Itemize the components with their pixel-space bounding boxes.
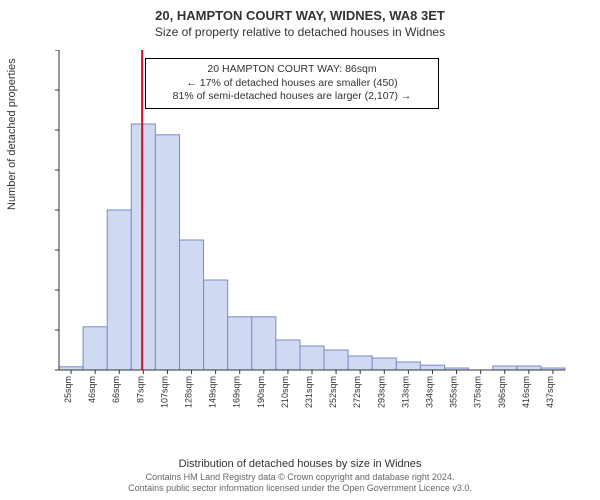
svg-text:334sqm: 334sqm [424,376,434,408]
footer-line1: Contains HM Land Registry data © Crown c… [0,472,600,483]
svg-text:293sqm: 293sqm [376,376,386,408]
svg-text:107sqm: 107sqm [159,376,169,408]
footer: Contains HM Land Registry data © Crown c… [0,472,600,495]
svg-text:416sqm: 416sqm [521,376,531,408]
svg-text:46sqm: 46sqm [87,376,97,403]
annotation-line1: 20 HAMPTON COURT WAY: 86sqm [152,63,432,77]
svg-text:169sqm: 169sqm [232,376,242,408]
svg-text:252sqm: 252sqm [328,376,338,408]
page-title: 20, HAMPTON COURT WAY, WIDNES, WA8 3ET [0,0,600,23]
annotation-line2: ← 17% of detached houses are smaller (45… [152,77,432,91]
svg-text:355sqm: 355sqm [449,376,459,408]
footer-line2: Contains public sector information licen… [0,483,600,494]
svg-text:210sqm: 210sqm [280,376,290,408]
chart-area: 010020030040050060070080025sqm46sqm66sqm… [55,50,575,420]
x-axis-label: Distribution of detached houses by size … [0,458,600,470]
annotation-box: 20 HAMPTON COURT WAY: 86sqm ← 17% of det… [145,58,439,109]
svg-text:149sqm: 149sqm [208,376,218,408]
svg-text:128sqm: 128sqm [184,376,194,408]
y-axis-label: Number of detached properties [6,58,18,210]
svg-text:190sqm: 190sqm [256,376,266,408]
page-subtitle: Size of property relative to detached ho… [0,23,600,43]
svg-text:231sqm: 231sqm [304,376,314,408]
svg-text:396sqm: 396sqm [497,376,507,408]
svg-text:87sqm: 87sqm [135,376,145,403]
svg-text:375sqm: 375sqm [473,376,483,408]
svg-text:313sqm: 313sqm [400,376,410,408]
svg-text:25sqm: 25sqm [63,376,73,403]
svg-text:437sqm: 437sqm [545,376,555,408]
svg-text:66sqm: 66sqm [111,376,121,403]
svg-text:272sqm: 272sqm [352,376,362,408]
annotation-line3: 81% of semi-detached houses are larger (… [152,90,432,104]
